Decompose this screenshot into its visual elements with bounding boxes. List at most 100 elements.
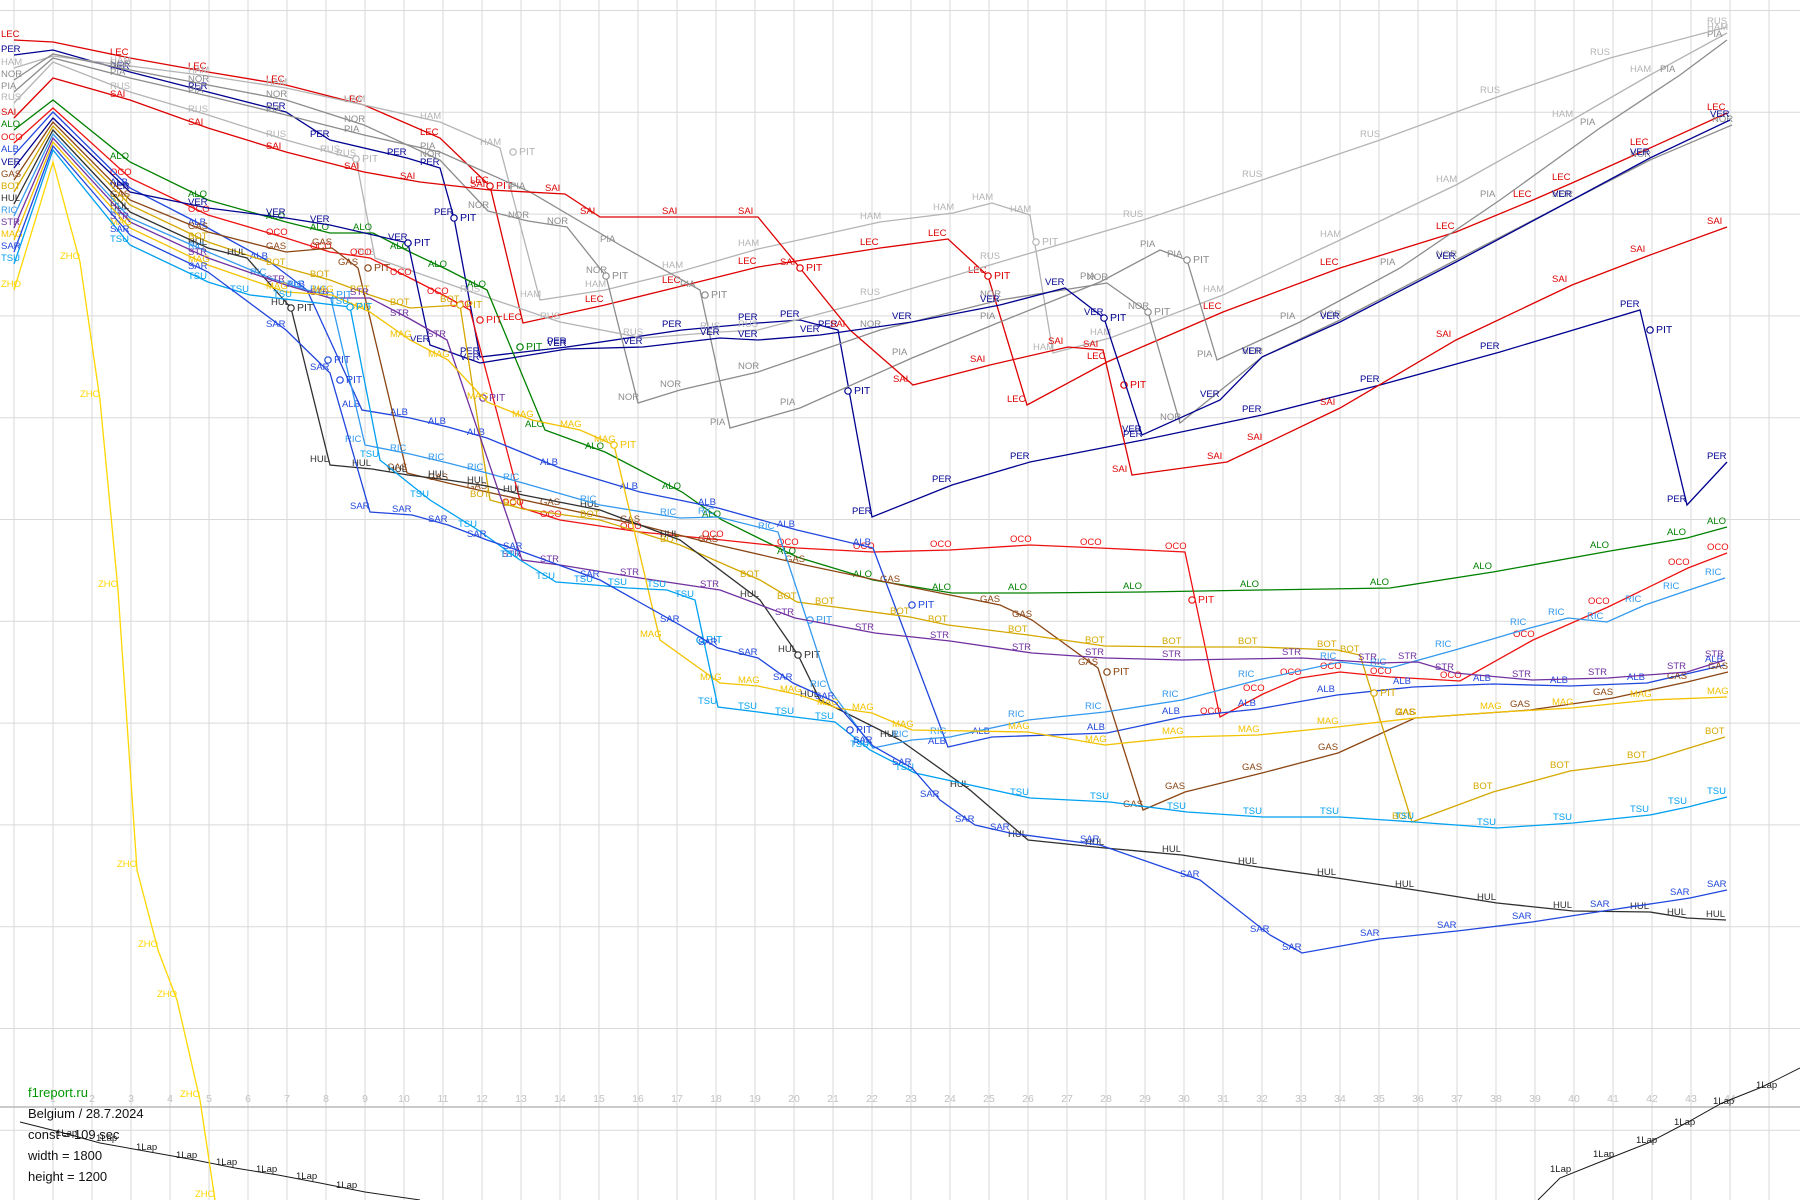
driver-label-TSU: TSU (850, 739, 869, 750)
driver-label-ALO: ALO (1473, 561, 1492, 572)
one-lap-label: 1Lap (96, 1133, 117, 1144)
pit-label-RUS: PIT (362, 153, 379, 165)
x-tick: 21 (827, 1093, 839, 1105)
driver-label-TSU: TSU (608, 577, 627, 588)
driver-label-PER: PER (1620, 299, 1640, 310)
pit-marker-SAI (796, 264, 804, 272)
driver-label-PER: PER (1242, 404, 1262, 415)
driver-label-BOT: BOT (1392, 811, 1412, 822)
x-tick: 13 (515, 1093, 527, 1105)
driver-label-PIA: PIA (420, 141, 436, 152)
one-lap-label: 1Lap (1713, 1096, 1734, 1107)
x-tick: 6 (245, 1093, 251, 1105)
driver-label-RUS: RUS (623, 327, 643, 338)
driver-label-PER: PER (662, 319, 682, 330)
driver-label-ALB: ALB (1473, 673, 1491, 684)
driver-label-OCO: OCO (502, 497, 524, 508)
pit-marker-VER (1100, 314, 1108, 322)
driver-label-ALB: ALB (287, 279, 305, 290)
x-tick: 39 (1529, 1093, 1541, 1105)
driver-label-ALB: ALB (467, 427, 485, 438)
driver-label-PIA: PIA (710, 417, 726, 428)
driver-label-NOR: NOR (344, 114, 365, 125)
driver-label-TSU: TSU (1707, 786, 1726, 797)
driver-label-VER: VER (1320, 311, 1340, 322)
driver-label-RUS: RUS (266, 129, 286, 140)
driver-label-MAG: MAG (188, 254, 210, 265)
driver-label-VER: VER (188, 197, 208, 208)
x-tick: 5 (206, 1093, 212, 1105)
trace-PIA (13, 39, 1728, 429)
driver-label-BOT: BOT (1, 181, 21, 192)
driver-label-LEC: LEC (344, 94, 363, 105)
one-lap-label: 1Lap (1674, 1117, 1695, 1128)
driver-label-RIC: RIC (660, 507, 677, 518)
driver-label-MAG: MAG (1707, 686, 1729, 697)
driver-label-PIA: PIA (344, 124, 360, 135)
driver-label-LEC: LEC (266, 74, 285, 85)
driver-label-PER: PER (547, 336, 567, 347)
driver-label-SAR: SAR (1512, 911, 1532, 922)
pit-marker-NOR (1144, 308, 1152, 316)
pit-label-MAG: PIT (620, 439, 637, 451)
driver-label-STR: STR (775, 607, 794, 618)
x-tick: 36 (1412, 1093, 1424, 1105)
driver-label-HUL: HUL (1, 193, 20, 204)
driver-label-PER: PER (188, 81, 208, 92)
driver-label-HUL: HUL (227, 247, 246, 258)
trace-RUS (13, 26, 1728, 339)
driver-label-PIA: PIA (1380, 257, 1396, 268)
driver-label-RUS: RUS (336, 148, 356, 159)
driver-label-RIC: RIC (110, 207, 127, 218)
driver-label-GAS: GAS (428, 472, 448, 483)
driver-label-RIC: RIC (1548, 607, 1565, 618)
series-HUL: HUL HUL HUL HUL HUL HUL HUL HUL HUL HUL HUL HUL HUL H… (1, 128, 1727, 921)
x-tick: 43 (1685, 1093, 1697, 1105)
site-link[interactable]: f1report.ru (28, 1085, 88, 1100)
driver-label-SAI: SAI (188, 117, 203, 128)
driver-label-HAM: HAM (1630, 64, 1651, 75)
driver-label-OCO: OCO (620, 521, 642, 532)
driver-label-RIC: RIC (428, 452, 445, 463)
pit-label-PER: PIT (460, 212, 477, 224)
driver-label-ALO: ALO (1, 119, 20, 130)
driver-label-PER: PER (1360, 374, 1380, 385)
driver-label-BOT: BOT (580, 509, 600, 520)
driver-label-OCO: OCO (310, 241, 332, 252)
driver-label-PIA: PIA (1167, 249, 1183, 260)
driver-label-HUL: HUL (1395, 879, 1414, 890)
one-lap-label: 1Lap (1636, 1135, 1657, 1146)
driver-label-NOR: NOR (508, 210, 529, 221)
trace-LEC (13, 39, 1728, 406)
driver-label-LEC: LEC (1203, 301, 1222, 312)
pit-label-NOR: PIT (1154, 306, 1171, 318)
driver-label-LEC: LEC (1007, 394, 1026, 405)
driver-label-ALB: ALB (540, 457, 558, 468)
driver-label-RUS: RUS (355, 247, 375, 258)
driver-label-OCO: OCO (1320, 661, 1342, 672)
driver-label-BOT: BOT (1340, 644, 1360, 655)
driver-label-RIC: RIC (1085, 701, 1102, 712)
driver-label-PIA: PIA (188, 85, 204, 96)
one-lap-label: 1Lap (1593, 1149, 1614, 1160)
one-lap-label: 1Lap (56, 1128, 77, 1139)
x-tick: 40 (1568, 1093, 1580, 1105)
driver-label-STR: STR (1512, 669, 1531, 680)
x-tick: 32 (1256, 1093, 1268, 1105)
x-tick: 1 (50, 1093, 56, 1105)
driver-label-ALO: ALO (1590, 540, 1609, 551)
driver-label-HAM: HAM (480, 137, 501, 148)
driver-label-ZHO: ZHO (157, 989, 177, 1000)
driver-label-HUL: HUL (1317, 867, 1336, 878)
driver-label-RIC: RIC (345, 434, 362, 445)
driver-label-BOT: BOT (440, 294, 460, 305)
driver-label-TSU: TSU (230, 284, 249, 295)
one-lap-line-1: 1Lap 1Lap 1Lap 1Lap 1Lap 1Lap (1537, 1067, 1800, 1200)
driver-label-GAS: GAS (1395, 707, 1415, 718)
driver-label-BOT: BOT (777, 591, 797, 602)
driver-label-GAS: GAS (1593, 687, 1613, 698)
driver-label-ZHO: ZHO (60, 251, 80, 262)
driver-label-SAR: SAR (990, 822, 1010, 833)
pit-label-HUL: PIT (804, 649, 821, 661)
